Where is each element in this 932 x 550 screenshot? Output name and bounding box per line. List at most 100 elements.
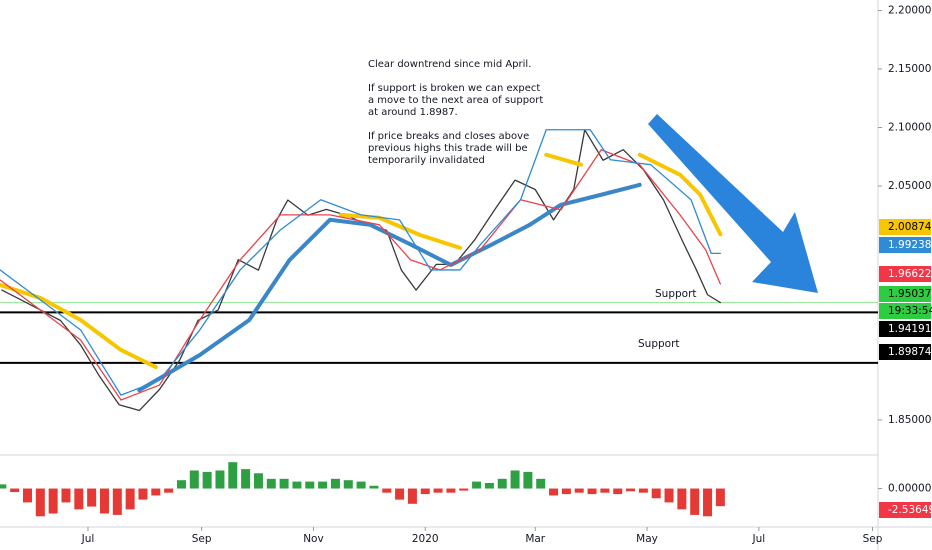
osc-bar (292, 481, 302, 489)
series-line (0, 129, 722, 396)
osc-bar (472, 481, 482, 489)
osc-tick-label: 0.00000 (888, 483, 931, 495)
price-label: 1.96622 (888, 268, 931, 280)
osc-bar (626, 488, 636, 492)
level-label-bg (879, 321, 931, 337)
osc-bar (241, 469, 251, 489)
y-tick-label: 2.15000 (888, 63, 931, 75)
osc-bar (22, 488, 32, 503)
osc-bar (664, 488, 674, 503)
osc-bar (61, 488, 71, 503)
countdown-label-bg (879, 303, 931, 319)
osc-bar (99, 488, 109, 514)
osc-bar (138, 488, 148, 500)
osc-bar (715, 488, 725, 507)
osc-bar (74, 488, 84, 510)
osc-bar (497, 478, 507, 489)
y-tick-label: 2.10000 (888, 121, 931, 133)
y-tick-label: 2.05000 (888, 180, 931, 192)
x-tick-label: 2020 (412, 533, 439, 545)
osc-bar (189, 470, 199, 489)
osc-bar (446, 488, 456, 493)
series-line (338, 212, 463, 250)
osc-bar (164, 488, 174, 493)
osc-bar (228, 462, 238, 489)
osc-bar (343, 480, 353, 489)
annotation-line: at around 1.8987. (368, 107, 458, 118)
price-label: 2.00874 (888, 221, 932, 233)
osc-bar (600, 488, 610, 493)
y-tick-label: 2.20000 (888, 5, 931, 17)
osc-bar (356, 481, 366, 489)
osc-bar (382, 488, 392, 493)
osc-bar (253, 473, 263, 489)
level-label-bg (879, 344, 931, 360)
countdown-label: 19:33:54 (888, 305, 932, 317)
osc-bar (305, 481, 315, 489)
osc-bar (279, 478, 289, 489)
osc-bar (215, 470, 225, 489)
x-tick-label: Mar (525, 533, 545, 545)
osc-bar (407, 488, 417, 504)
osc-bar (638, 488, 648, 493)
price-label-bg (879, 266, 931, 282)
level-label: 1.89874 (888, 346, 932, 358)
osc-bar (690, 488, 700, 515)
last-price-label: 1.95037 (888, 288, 931, 300)
osc-bar (510, 470, 520, 489)
series-line (0, 282, 158, 370)
osc-bar (677, 488, 687, 510)
x-tick-label: Nov (303, 533, 324, 545)
annotation-line: If support is broken we can expect (368, 83, 540, 94)
annotation-line: temporarily invalidated (368, 155, 485, 166)
osc-bar (703, 488, 713, 517)
osc-bar (549, 488, 559, 496)
osc-bar (87, 488, 97, 507)
price-label: 1.99238 (888, 239, 931, 251)
osc-bar (10, 488, 20, 492)
osc-bar (125, 488, 135, 510)
support-label: Support (655, 288, 697, 300)
osc-bar (651, 488, 661, 499)
osc-bar (202, 471, 212, 489)
osc-bar (112, 488, 122, 515)
y-tick-label: 1.85000 (888, 414, 931, 426)
series-line (137, 182, 642, 393)
osc-bar (369, 485, 379, 489)
annotation-line: a move to the next area of support (368, 95, 543, 106)
annotation-line: previous highs this trade will be (368, 143, 528, 154)
support-label: Support (638, 338, 680, 350)
osc-bar (35, 488, 45, 517)
osc-bar (484, 482, 494, 489)
osc-last-label-bg (879, 502, 931, 518)
osc-bar (176, 480, 186, 489)
annotation-line: If price breaks and closes above (368, 131, 529, 142)
x-tick-label: May (636, 533, 658, 545)
osc-bar (536, 478, 546, 489)
x-tick-label: Jul (81, 533, 95, 545)
osc-bar (318, 481, 328, 489)
level-label: 1.94191 (888, 323, 931, 335)
osc-bar (574, 488, 584, 493)
x-tick-label: Sep (192, 533, 212, 545)
price-label-bg (879, 237, 931, 253)
osc-bar (48, 488, 58, 514)
osc-bar (523, 471, 533, 489)
osc-bar (151, 488, 161, 496)
osc-bar (420, 488, 430, 495)
osc-bar (330, 478, 340, 489)
osc-bar (561, 488, 571, 495)
last-price-label-bg (879, 286, 931, 302)
down-arrow (648, 114, 818, 293)
osc-bar (433, 488, 443, 493)
osc-bar (587, 488, 597, 495)
series-line (544, 152, 584, 167)
osc-bar (266, 478, 276, 489)
osc-last-label: -2.53649 (888, 504, 932, 516)
annotation-line: Clear downtrend since mid April. (368, 59, 531, 70)
osc-bar (395, 488, 405, 500)
osc-bar (459, 488, 469, 491)
x-tick-label: Sep (863, 533, 883, 545)
x-tick-label: Jul (752, 533, 766, 545)
